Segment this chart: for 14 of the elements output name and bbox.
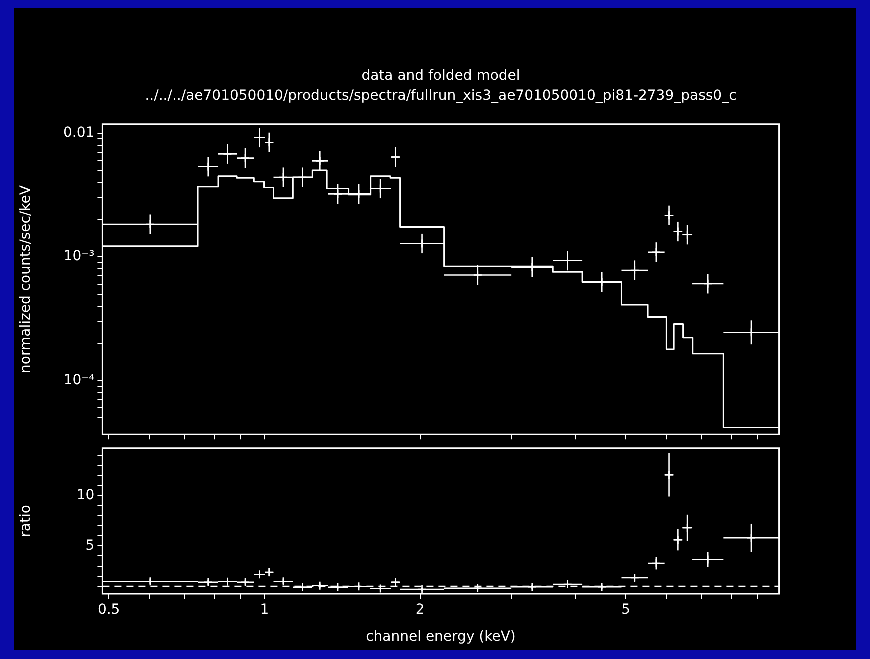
y-axis-title: ratio	[18, 505, 34, 538]
x-axis-title: channel energy (keV)	[366, 629, 516, 646]
y-tick-label: 10	[76, 487, 95, 504]
y-tick-label: 0.01	[64, 124, 95, 141]
x-tick-label: 5	[622, 602, 631, 618]
chart-subtitle: ../../../ae701050010/products/spectra/fullrun_xis3_ae701050010_pi81-2739_pass0_c	[145, 88, 737, 104]
y-tick-label: 5	[86, 538, 95, 554]
y-axis-title: normalized counts/sec/keV	[18, 185, 34, 374]
x-tick-label: 2	[416, 602, 425, 618]
chart-title: data and folded model	[362, 68, 520, 84]
x-tick-label: 1	[260, 602, 270, 618]
y-tick-label: 10⁻³	[64, 248, 95, 265]
x-tick-label: 0.5	[98, 602, 120, 618]
y-tick-label: 10⁻⁴	[64, 372, 96, 388]
